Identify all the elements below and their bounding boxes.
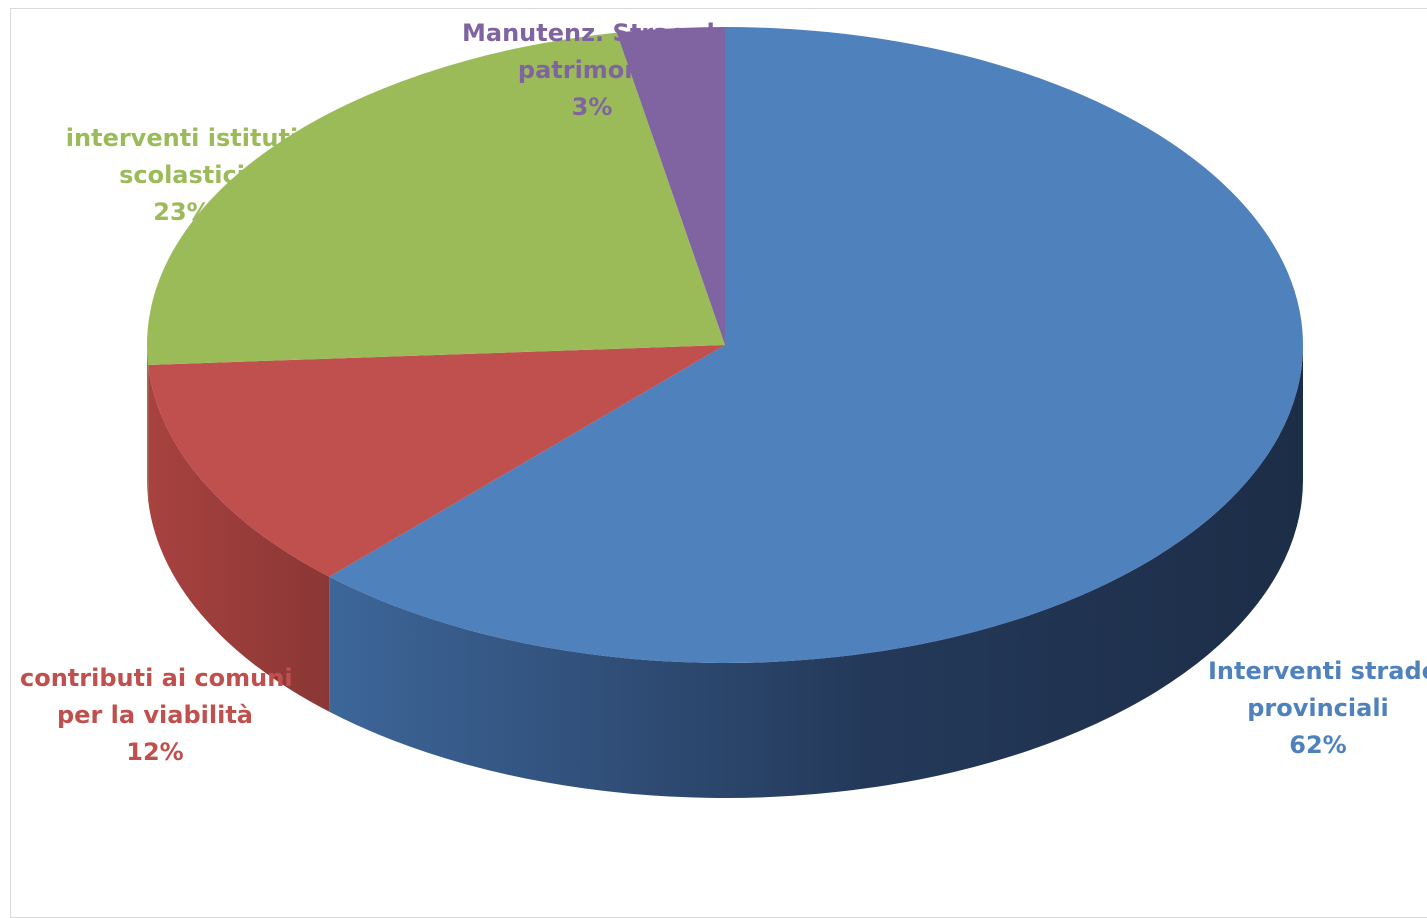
pie-tops <box>147 27 1303 663</box>
label-line-1: Manutenz. Straord. <box>462 19 724 47</box>
label-line-1: Interventi strade <box>1208 657 1427 685</box>
pie-slice-patrimonio <box>616 27 725 345</box>
pie-slice-scolastici <box>147 32 725 365</box>
pie-side-strade <box>329 345 1303 798</box>
label-line-2: scolastici <box>119 161 245 189</box>
slice-label-scolastici: interventi istituti scolastici 23% <box>62 120 302 231</box>
label-percent: 62% <box>1289 731 1347 759</box>
label-line-1: interventi istituti <box>65 124 299 152</box>
label-percent: 3% <box>571 93 613 121</box>
pie-side-comuni <box>148 364 330 712</box>
label-percent: 23% <box>153 198 211 226</box>
slice-label-patrimonio: Manutenz. Straord. patrimonio 3% <box>462 15 724 126</box>
pie-side-scolastici <box>147 345 149 500</box>
label-line-1: contributi ai comuni <box>20 664 293 692</box>
label-line-2: provinciali <box>1247 694 1389 722</box>
slice-label-comuni: contributi ai comuni per la viabilità 12… <box>20 660 293 771</box>
pie-slice-comuni <box>148 345 725 577</box>
label-line-2: patrimonio <box>517 56 667 84</box>
slice-label-strade: Interventi strade provinciali 62% <box>1208 653 1427 764</box>
pie-sides <box>147 345 1303 798</box>
label-line-2: per la viabilità <box>56 701 254 729</box>
label-percent: 12% <box>126 738 184 766</box>
pie-slice-strade <box>329 27 1303 663</box>
